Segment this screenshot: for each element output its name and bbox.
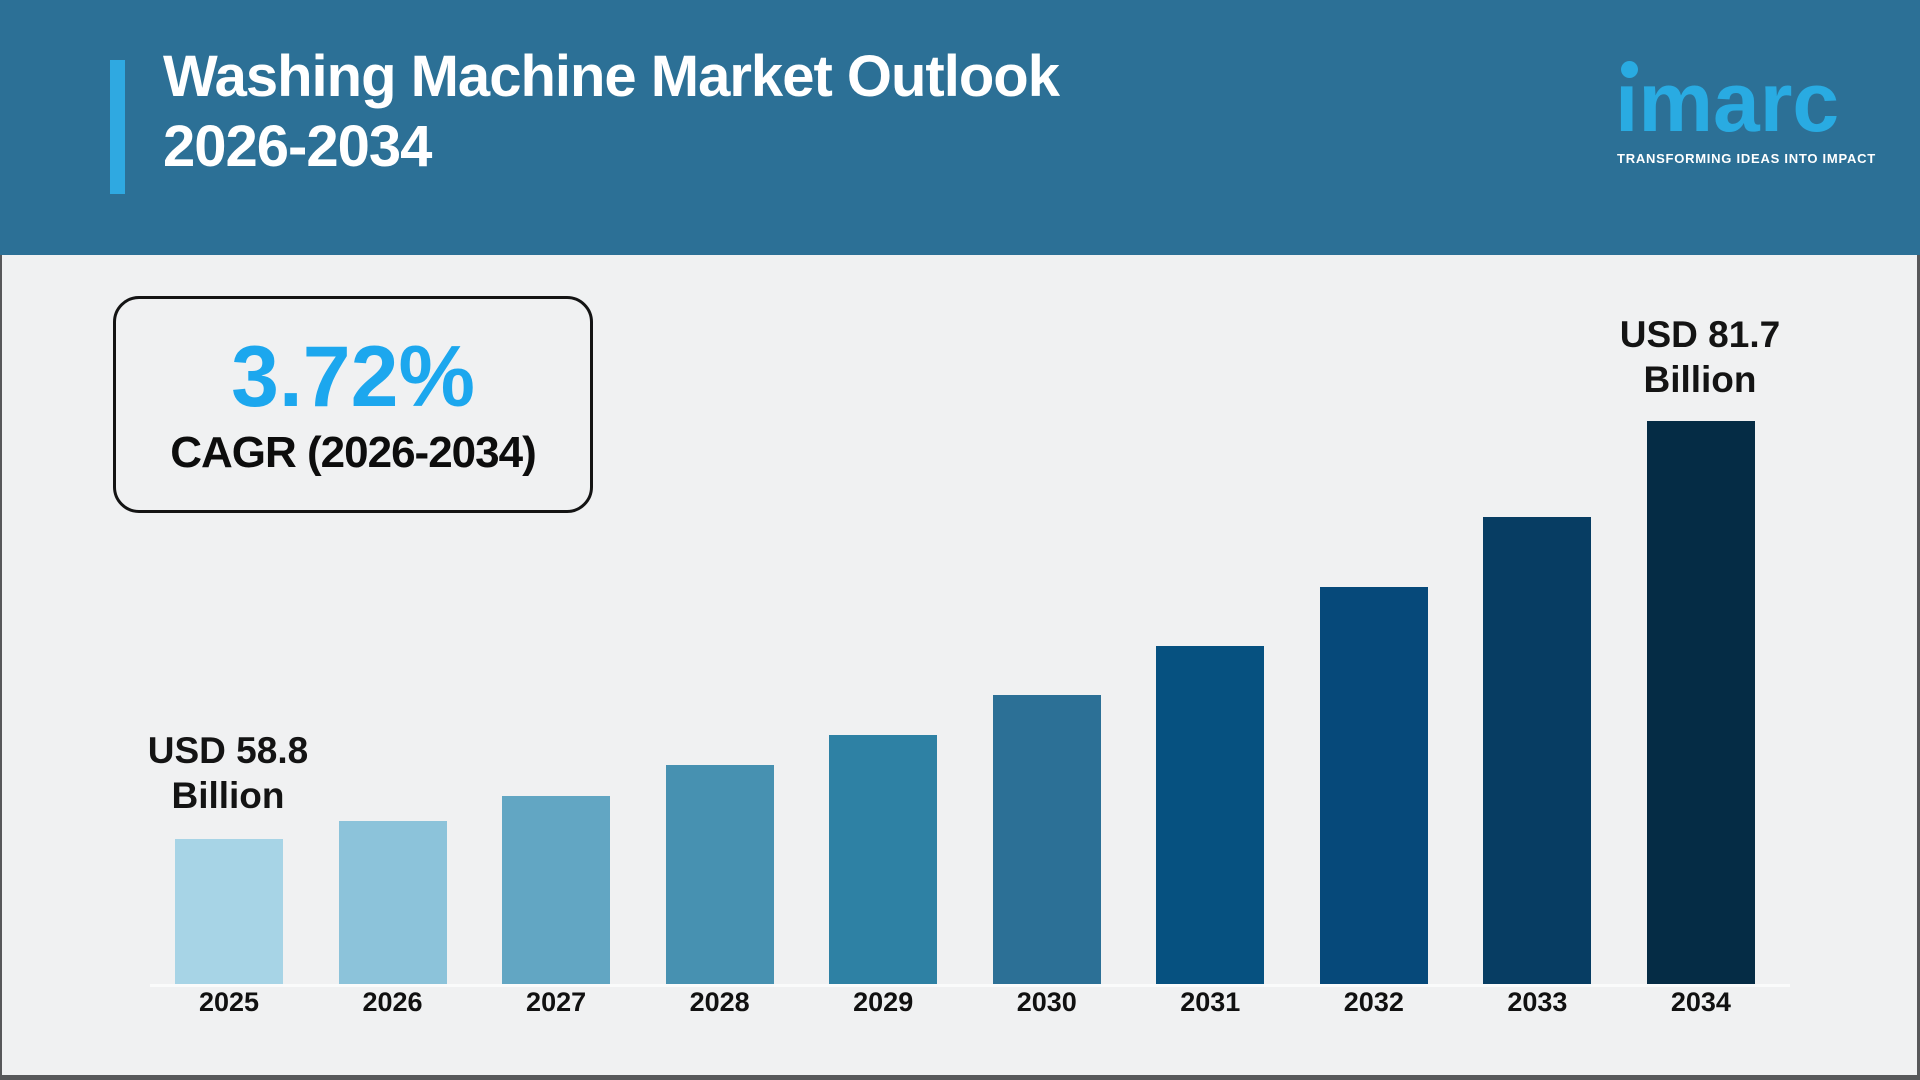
year-label-2032: 2032	[1343, 986, 1404, 1017]
cagr-callout-box: 3.72% CAGR (2026-2034)	[113, 296, 593, 513]
year-label-2025: 2025	[198, 986, 260, 1017]
bar-2025	[175, 839, 283, 984]
bar-column-2034: 2034	[1646, 420, 1755, 1020]
x-axis-baseline	[150, 984, 1790, 987]
title-accent-bar	[110, 60, 125, 194]
year-label-2033: 2033	[1507, 986, 1568, 1017]
year-label-2029: 2029	[853, 986, 914, 1017]
bar-columns: 2025 2026 2027 2028 2029 2030 2031 2032 2033 2034	[175, 420, 1755, 1020]
logo-i-dot-icon	[1621, 61, 1638, 78]
last-bar-value-label: USD 81.7 Billion	[1619, 314, 1781, 400]
bar-2030	[992, 695, 1101, 984]
bar-2026	[338, 821, 447, 984]
bar-column-2030: 2030	[992, 420, 1101, 1020]
frame-edge-bottom	[0, 1075, 1920, 1080]
bar-2033	[1483, 517, 1592, 984]
year-label-2030: 2030	[1016, 986, 1077, 1017]
cagr-value: 3.72%	[231, 328, 475, 425]
bar-2032	[1319, 587, 1428, 984]
year-label-2028: 2028	[689, 986, 750, 1017]
year-label-2027: 2027	[526, 986, 587, 1017]
cagr-label: CAGR (2026-2034)	[170, 427, 536, 477]
logo-wordmark: ımarc	[1615, 55, 1840, 149]
frame-edge-right	[1917, 255, 1920, 1080]
first-bar-value-label: USD 58.8 Billion	[147, 730, 309, 816]
frame-edge-left	[0, 255, 2, 1080]
bar-column-2029: 2029	[829, 420, 938, 1020]
bar-column-2031: 2031	[1156, 420, 1265, 1020]
imarc-logo: ımarc TRANSFORMING IDEAS INTO IMPACT	[1615, 48, 1875, 178]
year-label-2031: 2031	[1180, 986, 1241, 1017]
bar-2034	[1646, 421, 1755, 984]
bar-2031	[1156, 646, 1265, 984]
bar-2027	[502, 796, 611, 984]
year-label-2034: 2034	[1670, 986, 1731, 1017]
bar-column-2033: 2033	[1483, 420, 1592, 1020]
header-banner: Washing Machine Market Outlook 2026-2034…	[0, 0, 1920, 255]
bar-column-2027: 2027	[502, 420, 611, 1020]
bar-2029	[829, 735, 938, 984]
bar-column-2025: 2025	[175, 420, 283, 1020]
page-title-line1: Washing Machine Market Outlook	[163, 44, 1060, 109]
page-title: Washing Machine Market Outlook 2026-2034	[163, 42, 1060, 182]
bar-2028	[665, 765, 774, 984]
bar-column-2032: 2032	[1319, 420, 1428, 1020]
year-label-2026: 2026	[362, 986, 423, 1017]
bar-column-2028: 2028	[665, 420, 774, 1020]
logo-tagline: TRANSFORMING IDEAS INTO IMPACT	[1617, 151, 1876, 166]
bar-column-2026: 2026	[338, 420, 447, 1020]
page-title-line2: 2026-2034	[163, 114, 432, 179]
